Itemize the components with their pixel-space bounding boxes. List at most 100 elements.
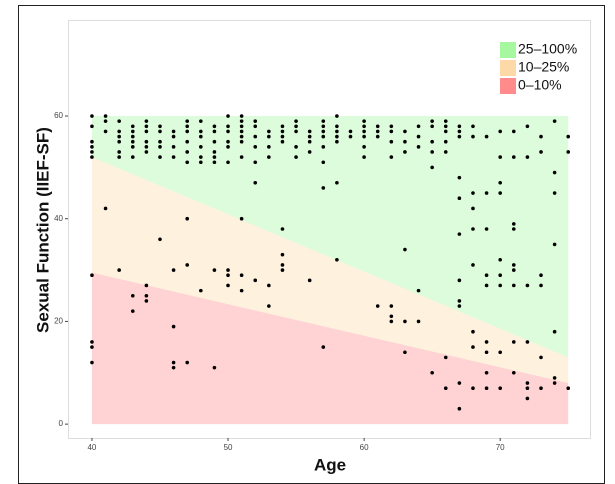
point [239,114,244,118]
point [267,129,271,134]
point [212,129,217,134]
point [90,155,94,159]
point [280,134,285,139]
point [226,283,230,288]
point [253,119,258,123]
point [416,124,421,129]
point [171,268,176,272]
point [90,345,94,349]
point [457,278,462,283]
point [117,155,121,159]
point [403,319,407,324]
point [321,160,326,165]
point [226,145,230,149]
point [539,273,543,278]
point [158,145,162,149]
point [321,129,326,134]
point [280,227,285,231]
point [375,304,380,308]
point [525,386,530,390]
point [199,288,203,293]
point [144,150,149,154]
point [253,145,258,149]
point [103,119,108,123]
legend-swatch [500,78,516,94]
point [430,165,434,170]
point [117,129,121,134]
legend-label: 0–10% [518,77,562,93]
point [103,129,108,134]
point [130,124,135,129]
point [253,278,258,283]
legend-label: 10–25% [518,59,569,75]
point [90,273,94,278]
point [144,293,149,298]
point [375,134,380,139]
point [226,129,230,134]
x-tick-label: 70 [496,443,505,452]
y-tick-label: 60 [54,111,63,120]
point [416,319,421,324]
point [144,299,149,303]
point [199,119,203,123]
point [498,258,502,262]
point [457,124,462,129]
point [471,329,475,334]
point [389,155,394,159]
point [416,145,421,149]
point [212,268,217,272]
point [403,150,407,154]
point [552,329,557,334]
point [294,124,298,129]
point [471,345,475,349]
point [280,139,285,144]
point [185,124,190,129]
point [362,145,366,149]
point [457,175,462,180]
point [443,124,448,129]
point [389,129,394,134]
point [226,273,230,278]
point [552,376,557,380]
y-tick-label: 20 [54,317,63,326]
point [307,150,312,154]
points [90,114,571,411]
point [185,216,190,221]
point [498,283,502,288]
point [389,314,394,319]
point [294,129,298,134]
legend-swatch [500,42,516,58]
point [158,124,162,129]
point [321,186,326,190]
point [280,252,285,257]
legend-label: 25–100% [518,41,577,57]
point [158,155,162,159]
point [335,180,339,185]
point [511,222,516,226]
point [130,139,135,144]
point [321,119,326,123]
point [457,304,462,308]
point [307,134,312,139]
point [511,129,516,134]
point [348,134,353,139]
point [239,124,244,129]
point [212,139,217,144]
point [498,273,502,278]
point [171,360,176,365]
point [185,139,190,144]
point [362,134,366,139]
point [457,381,462,385]
point [416,134,421,139]
point [199,160,203,165]
point [239,129,244,134]
point [130,309,135,313]
point [267,304,271,308]
band [91,272,569,425]
point [267,134,271,139]
point [566,134,571,139]
point [362,129,366,134]
y-axis-label: Sexual Function (IIEF-SF) [33,127,52,333]
point [457,134,462,139]
point [280,263,285,267]
